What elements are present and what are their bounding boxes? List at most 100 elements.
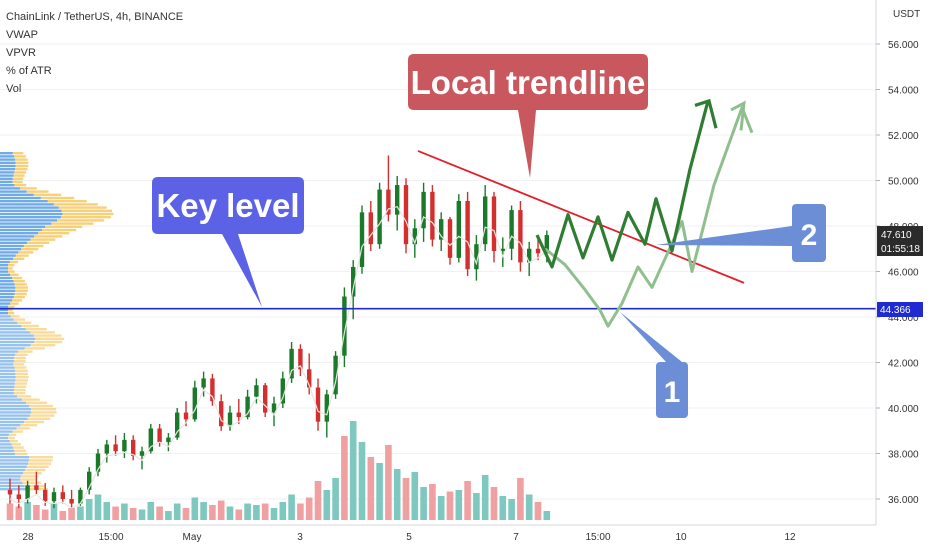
candles [7,155,549,509]
symbol-title[interactable]: ChainLink / TetherUS, 4h, BINANCE [6,11,184,23]
time-tick: 15:00 [98,532,123,543]
candle-body [122,439,127,452]
scenario-2-callout[interactable]: 2 [656,204,826,262]
indicator-vpvr[interactable]: VPVR [6,47,36,59]
candle-body [412,228,417,245]
vpvr-bar-up [0,379,16,382]
vpvr-bar-up [0,369,16,372]
vpvr-bar-down [14,292,27,296]
volume-bar [305,497,313,520]
time-tick: 12 [784,532,796,543]
vpvr-bar-down [31,411,57,414]
candle-body [43,489,48,502]
vpvr-bar-up [0,347,25,350]
vpvr-bar-down [14,388,26,392]
vpvr-bar-down [14,155,26,158]
vpvr-bar-up [0,296,14,299]
indicator-atr[interactable]: % of ATR [6,65,52,77]
candle-body [157,428,162,443]
volume-bar [129,508,137,520]
vpvr-bar-down [8,436,15,440]
vpvr-bar-down [17,321,32,324]
vpvr-bar-up [0,446,14,449]
last-price-badge: 47.610 01:55:18 [877,226,923,256]
vpvr-bar-up [0,292,15,296]
vpvr-bar-up [0,251,19,254]
vpvr-bar-down [21,398,40,401]
volume-bar [121,503,128,520]
vpvr-bar-down [29,404,53,408]
vpvr-bar-up [0,414,30,417]
key-level-callout[interactable]: Key level [152,177,304,307]
vpvr-bar-down [10,273,19,276]
price-tick: 52.000 [888,131,919,142]
vpvr-bar-up [0,385,15,388]
vpvr-bar-up [0,260,10,264]
time-tick: 5 [406,532,412,543]
volume-profile [0,152,114,491]
vpvr-bar-down [12,299,23,302]
candle-body [271,403,277,413]
vpvr-bar-up [0,401,26,404]
candle-body [342,296,347,356]
volume-bar [6,503,14,520]
volume-bar [446,491,454,520]
local-trendline-callout[interactable]: Local trendline [408,54,648,178]
vpvr-bar-up [0,276,13,280]
vpvr-bar-up [0,321,18,324]
drawings[interactable] [0,98,876,328]
candle-body [333,355,338,395]
scenario-1-callout[interactable]: 1 [620,312,688,418]
volume-bar [288,494,295,520]
vpvr-bar-up [0,302,11,305]
volume-bar [464,481,471,520]
vpvr-bar-down [27,241,50,244]
scenario-2-path [535,100,710,269]
last-price: 47.610 [881,230,912,241]
vpvr-bar-up [0,331,31,334]
vpvr-bar-down [51,222,94,225]
vpvr-bar-down [15,372,28,376]
vpvr-bar-up [0,241,28,244]
time-axis[interactable]: 28 15:00 May 3 5 7 15:00 10 12 [22,532,796,543]
candle-body [16,494,21,499]
candle-body [263,385,268,413]
price-tick: 50.000 [888,177,919,188]
vpvr-bar-up [0,219,58,222]
volume-bar [367,457,375,520]
vpvr-bar-down [15,379,28,382]
vpvr-bar-down [22,481,41,484]
volume-bar [499,496,507,520]
price-tick: 46.000 [888,268,919,279]
volume-bar [473,493,480,520]
vpvr-bar-up [0,299,13,302]
vpvr-bar-up [0,203,54,206]
local-trendline-label: Local trendline [411,64,646,101]
vpvr-bar-up [0,408,31,411]
volume-bar [59,511,67,520]
vpvr-bar-up [0,270,9,273]
volume-bar [253,505,260,520]
vpvr-bar-up [0,398,22,401]
vpvr-bar-down [14,385,27,388]
vpvr-bar-up [0,200,48,203]
vpvr-bar-down [15,452,28,456]
vpvr-bar-down [14,171,27,174]
grid [0,43,876,500]
indicator-vwap[interactable]: VWAP [6,29,38,41]
vpvr-bar-down [34,235,63,238]
vpvr-bar-down [30,331,55,334]
candle-body [289,348,294,379]
scenario-2-label: 2 [801,219,818,252]
vpvr-bar-down [40,196,75,200]
candle-body [227,412,233,427]
vpvr-bar-down [8,264,15,267]
vpvr-bar-down [15,376,29,379]
vpvr-bar-down [17,350,33,353]
indicator-vol[interactable]: Vol [6,83,22,95]
vpvr-bar-up [0,411,32,414]
vpvr-bar-down [8,267,13,270]
vpvr-bar-down [30,408,57,411]
volume-bar [525,494,533,520]
